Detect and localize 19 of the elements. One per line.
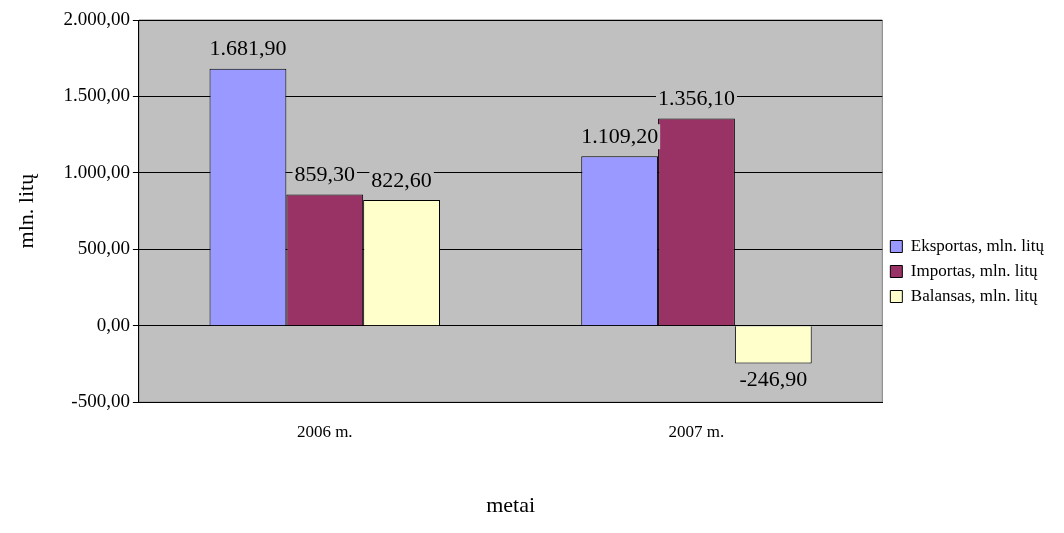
y-axis-title: mln. litų [12,172,38,249]
data-label: 1.356,10 [657,85,735,111]
y-tick-label: 0,00 [96,313,130,335]
x-tick-label: 2007 m. [668,421,725,441]
y-tick-label: 1.500,00 [63,84,130,106]
legend-label: Balansas, mln. litų [910,285,1038,305]
x-tick-label: 2006 m. [296,421,353,441]
y-tick-label: 2.000,00 [63,7,130,29]
data-label: 822,60 [371,166,432,192]
legend-label: Importas, mln. litų [910,260,1038,280]
data-label: 1.681,90 [209,35,287,61]
x-axis-title: metai [486,491,536,517]
data-label: -246,90 [739,366,808,392]
data-label: 859,30 [294,161,356,187]
legend-label: Eksportas, mln. litų [910,235,1045,255]
y-tick-label: 500,00 [77,237,130,259]
y-tick-label: 1.000,00 [63,160,130,182]
data-label: 1.109,20 [581,122,659,148]
y-tick-label: -500,00 [71,390,130,412]
